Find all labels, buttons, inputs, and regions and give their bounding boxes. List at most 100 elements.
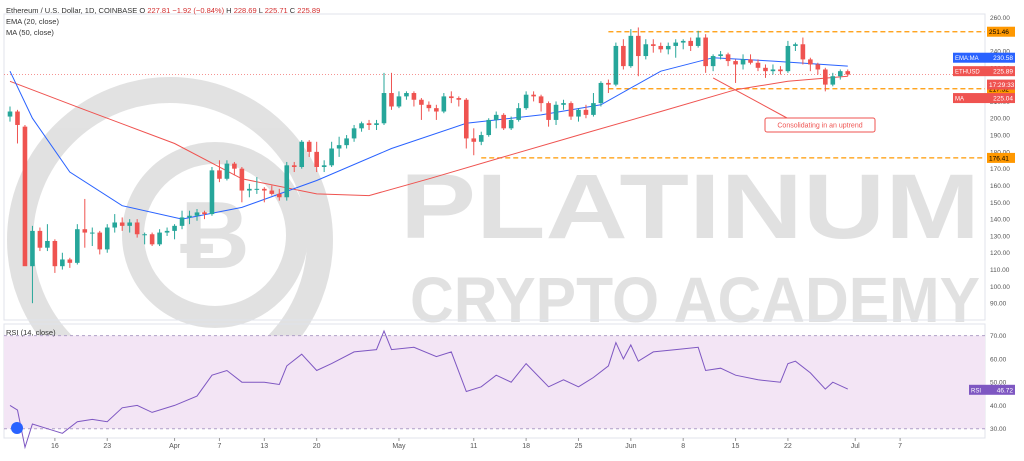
close-value: 225.89	[297, 6, 321, 15]
candle-body	[568, 103, 574, 117]
candle-2020-05-19	[531, 91, 536, 102]
candle-2020-03-21	[89, 227, 95, 247]
candle-2020-06-14	[725, 52, 731, 67]
x-tick-label-May: May	[392, 443, 406, 450]
candle-2020-04-17	[291, 161, 297, 173]
candle-body	[37, 230, 43, 248]
price-y-tick-190: 190.00	[990, 133, 1010, 140]
candle-body	[202, 212, 207, 215]
candle-2020-05-11	[471, 128, 477, 156]
candle-body	[673, 42, 679, 46]
candle-body	[157, 232, 162, 245]
candle-body	[441, 96, 447, 112]
candle-body	[508, 119, 514, 129]
candle-body	[314, 151, 319, 167]
candle-2020-06-18	[755, 59, 761, 72]
candle-2020-04-25	[351, 124, 357, 142]
candle-2020-06-12	[710, 54, 716, 72]
ema-ma-label-box	[953, 52, 1015, 63]
candle-2020-06-05	[658, 42, 664, 53]
candle-2020-05-03	[411, 91, 417, 107]
candle-body	[546, 103, 551, 120]
candle-body	[164, 230, 170, 233]
candle-body	[134, 222, 140, 235]
rsi-legend[interactable]: RSI (14, close)	[6, 328, 56, 337]
candle-2020-06-19	[763, 64, 768, 78]
candle-body	[299, 141, 305, 167]
candle-body	[284, 165, 290, 198]
candle-body	[172, 225, 177, 231]
candle-body	[112, 222, 118, 228]
candle-2020-04-06	[209, 167, 215, 216]
candle-body	[321, 165, 327, 167]
level-label-217.52: 217.52	[989, 86, 1009, 93]
candle-body	[793, 44, 798, 46]
candle-body	[97, 232, 103, 250]
candle-2020-04-12	[254, 177, 260, 194]
x-tick-label-16: 16	[51, 443, 59, 450]
price-y-tick-160: 160.00	[990, 183, 1010, 190]
candle-body	[404, 93, 409, 97]
x-tick-label-20: 20	[313, 443, 321, 450]
candle-2020-03-12	[22, 124, 28, 267]
candle-body	[142, 234, 147, 236]
candle-2020-04-26	[359, 121, 364, 132]
watermark-bitcoin-glyph: Ƀ	[180, 182, 249, 289]
candle-2020-03-19	[75, 224, 80, 265]
watermark-coin	[122, 142, 308, 328]
tradingview-logo-icon	[11, 422, 23, 434]
candle-body	[621, 45, 626, 67]
change-value: −1.92 (−0.84%)	[172, 6, 225, 15]
open-value: 227.81	[147, 6, 171, 15]
candle-2020-06-16	[740, 54, 746, 70]
candle-body	[306, 141, 312, 152]
candle-body	[576, 109, 581, 117]
candle-body	[209, 170, 215, 215]
ma-label-box	[953, 93, 1015, 104]
candle-2020-04-14	[269, 185, 275, 196]
candle-2020-05-18	[523, 91, 529, 110]
price-y-tick-110: 110.00	[990, 267, 1010, 274]
candle-body	[680, 40, 686, 43]
candle-body	[456, 98, 462, 100]
candle-2020-06-09	[688, 37, 693, 51]
candle-2020-04-27	[366, 119, 372, 131]
candle-body	[269, 190, 275, 194]
candle-2020-06-15	[733, 59, 738, 83]
candle-2020-04-13	[262, 187, 267, 203]
x-tick-label-15: 15	[732, 443, 740, 450]
candle-body	[830, 76, 836, 85]
candle-body	[67, 259, 73, 263]
rsi-value: 46.72	[997, 387, 1014, 394]
candle-body	[501, 114, 506, 129]
price-y-tick-120: 120.00	[990, 250, 1010, 257]
candle-2020-04-30	[389, 72, 394, 110]
candle-2020-05-22	[553, 101, 559, 125]
ema-legend[interactable]: EMA (20, close)	[6, 17, 59, 26]
candle-body	[45, 240, 50, 248]
candle-2020-06-10	[695, 30, 701, 48]
x-tick-label-Apr: Apr	[169, 443, 181, 450]
candle-2020-04-22	[329, 141, 334, 167]
candle-2020-04-10	[239, 167, 245, 203]
candle-2020-03-27	[134, 219, 140, 238]
candle-2020-06-27	[823, 67, 828, 92]
candle-2020-05-08	[449, 91, 454, 104]
candle-body	[411, 93, 417, 100]
candle-2020-06-11	[703, 34, 708, 73]
candle-body	[22, 126, 28, 267]
ma-legend[interactable]: MA (50, close)	[6, 28, 54, 37]
candle-2020-05-09	[456, 96, 462, 107]
ohlc-header: Ethereum / U.S. Dollar, 1D, COINBASE O 2…	[6, 6, 320, 15]
candle-body	[561, 103, 566, 105]
x-tick-label-18: 18	[522, 443, 530, 450]
candle-body	[643, 44, 649, 57]
candle-2020-05-10	[463, 98, 469, 149]
candle-body	[75, 229, 80, 263]
low-value: 225.71	[264, 6, 288, 15]
candle-2020-05-16	[508, 116, 514, 131]
candle-2020-06-08	[680, 39, 686, 50]
watermark-line1: PLATINUM	[400, 156, 980, 258]
candle-body	[366, 123, 372, 125]
